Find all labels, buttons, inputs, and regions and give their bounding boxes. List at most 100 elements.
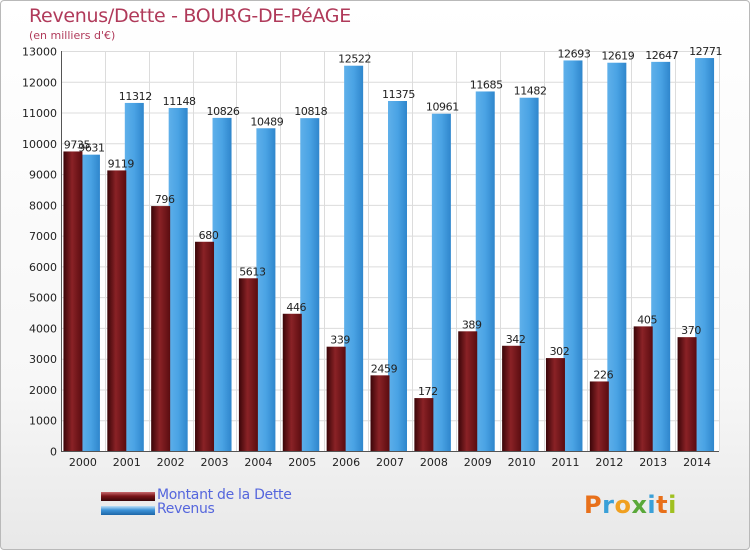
bar-dette (370, 375, 390, 451)
data-label-dette: 680 (199, 229, 219, 242)
bar-dette (677, 337, 697, 451)
logo-letter: r (602, 491, 615, 519)
data-label-dette: 9119 (108, 157, 135, 170)
data-label-dette: 796 (155, 193, 175, 206)
data-label-dette: 5613 (239, 265, 266, 278)
chart-title: Revenus/Dette - BOURG-DE-PéAGE (29, 5, 351, 27)
data-label-revenus: 10818 (294, 105, 327, 118)
chart-subtitle: (en milliers d'€) (29, 29, 116, 42)
data-label-revenus: 11148 (163, 95, 196, 108)
data-label-dette: 405 (637, 313, 657, 326)
y-tick-label: 12000 (22, 76, 57, 89)
y-tick-label: 1000 (29, 415, 57, 428)
bar-dette (151, 206, 171, 451)
data-label-dette: 446 (286, 301, 306, 314)
data-label-dette: 370 (681, 324, 701, 337)
data-label-revenus: 11482 (514, 85, 547, 98)
data-label-revenus: 12647 (645, 49, 678, 62)
y-tick-label: 7000 (29, 230, 57, 243)
bar-dette (414, 398, 434, 451)
x-tick-label: 2004 (244, 456, 272, 469)
data-label-dette: 342 (506, 333, 526, 346)
logo-letter: i (668, 491, 677, 519)
legend-label-dette: Montant de la Dette (157, 487, 292, 503)
data-label-revenus: 12522 (338, 53, 371, 66)
legend-label-revenus: Revenus (157, 501, 215, 517)
bar-dette (326, 346, 346, 451)
legend-swatch-dette (101, 492, 155, 501)
bar-revenus (607, 62, 627, 451)
bar-dette (282, 313, 302, 451)
data-label-revenus: 12693 (557, 47, 590, 60)
bar-dette (545, 358, 565, 451)
bar-dette (107, 170, 127, 451)
bar-dette (63, 151, 83, 451)
y-tick-label: 6000 (29, 261, 57, 274)
bar-revenus (256, 128, 276, 451)
logo-letter: t (656, 491, 669, 519)
data-label-revenus: 12619 (601, 50, 634, 63)
logo-letter: x (631, 491, 648, 519)
legend-swatch-revenus (101, 506, 155, 515)
y-tick-label: 3000 (29, 353, 57, 366)
bar-revenus (563, 60, 583, 451)
x-tick-label: 2010 (508, 456, 536, 469)
logo-letter: P (584, 491, 603, 519)
x-tick-label: 2013 (639, 456, 667, 469)
x-tick-label: 2000 (69, 456, 97, 469)
bar-revenus (124, 102, 144, 451)
x-tick-label: 2006 (332, 456, 360, 469)
proxiti-logo: Proxiti (584, 491, 677, 519)
bar-dette (633, 326, 653, 451)
data-label-revenus: 10489 (250, 115, 283, 128)
bar-revenus (519, 97, 539, 451)
bar-revenus (475, 91, 495, 451)
x-tick-label: 2012 (595, 456, 623, 469)
x-tick-label: 2001 (113, 456, 141, 469)
bar-dette (589, 381, 609, 451)
data-label-dette: 389 (462, 318, 482, 331)
y-tick-label: 2000 (29, 384, 57, 397)
y-tick-label: 9000 (29, 169, 57, 182)
y-tick-label: 11000 (22, 107, 57, 120)
bar-revenus (168, 107, 188, 451)
bar-revenus (300, 118, 320, 451)
data-label-revenus: 11685 (470, 78, 503, 91)
data-label-dette: 226 (593, 368, 613, 381)
x-tick-label: 2003 (201, 456, 229, 469)
data-label-dette: 302 (550, 345, 570, 358)
x-tick-label: 2009 (464, 456, 492, 469)
bar-revenus (431, 113, 451, 451)
bar-revenus (212, 117, 232, 452)
bar-dette (238, 278, 258, 451)
x-tick-label: 2008 (420, 456, 448, 469)
bar-dette (195, 241, 215, 451)
data-label-revenus: 11312 (119, 90, 152, 103)
logo-letter: o (614, 491, 632, 519)
y-tick-label: 0 (50, 446, 57, 459)
bar-dette (458, 331, 478, 451)
data-label-dette: 172 (418, 385, 438, 398)
x-tick-label: 2014 (683, 456, 711, 469)
bar-revenus (344, 65, 364, 451)
data-label-dette: 9735 (64, 138, 91, 151)
y-tick-label: 10000 (22, 138, 57, 151)
x-tick-label: 2002 (157, 456, 185, 469)
data-label-dette: 339 (330, 334, 350, 347)
y-tick-label: 8000 (29, 199, 57, 212)
data-label-revenus: 10961 (426, 101, 459, 114)
data-label-revenus: 11375 (382, 88, 415, 101)
y-tick-label: 5000 (29, 292, 57, 305)
bar-revenus (388, 101, 407, 451)
data-label-revenus: 10826 (207, 105, 240, 118)
data-label-dette: 2459 (371, 362, 398, 375)
x-tick-label: 2011 (551, 456, 579, 469)
x-tick-label: 2007 (376, 456, 404, 469)
logo-letter: i (647, 491, 657, 519)
bar-dette (502, 345, 522, 451)
data-label-revenus: 12771 (689, 45, 722, 58)
bar-revenus (651, 61, 671, 451)
y-tick-label: 13000 (22, 46, 57, 59)
x-tick-label: 2005 (288, 456, 316, 469)
